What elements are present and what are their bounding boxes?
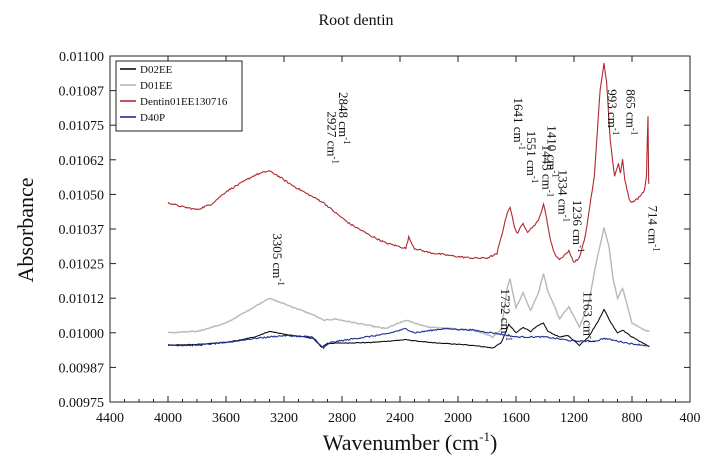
legend-label: D01EE [140, 80, 173, 92]
y-tick-label: 0.01075 [59, 119, 105, 134]
peak-label: 865 cm-1 [624, 89, 640, 135]
series-line-d02ee [167, 308, 650, 349]
x-tick-label: 400 [680, 411, 701, 426]
y-tick-label: 0.01050 [59, 188, 105, 203]
peak-label: 2927 cm-1 [325, 111, 341, 164]
x-axis-label: Wavenumber (cm-1) [323, 429, 498, 455]
y-tick-label: 0.00975 [59, 396, 105, 411]
x-tick-labels: 4400 4000 3600 3200 2800 2400 2000 1600 1200 800 4… [96, 411, 701, 426]
legend-label: D40P [140, 112, 165, 124]
y-tick-labels: 0.00975 0.00987 0.01000 0.01012 0.01025 0.010… [59, 50, 105, 411]
series-layer [167, 62, 650, 350]
y-tick-label: 0.01025 [59, 258, 105, 273]
peak-label: 1732 cm-1 [498, 289, 514, 342]
x-tick-label: 4400 [96, 411, 124, 426]
peak-label: 1410 cm-1 [545, 125, 561, 178]
y-tick-label: 0.01062 [59, 154, 105, 169]
legend-label: Dentin01EE130716 [140, 96, 228, 108]
peak-label: 2848 cm-1 [336, 92, 352, 145]
y-tick-label: 0.01037 [59, 223, 105, 238]
x-tick-label: 2000 [444, 411, 472, 426]
y-axis-label: Absorbance [13, 177, 38, 282]
x-tick-label: 4000 [154, 411, 182, 426]
x-axis-label-sup: -1 [479, 429, 490, 444]
x-tick-label: 3600 [212, 411, 240, 426]
peak-label: 1445 cm-1 [540, 145, 556, 198]
y-tick-label: 0.01000 [59, 327, 105, 342]
series-line-d01ee [167, 227, 650, 339]
peak-label: 993 cm-1 [605, 89, 621, 135]
x-tick-label: 1200 [560, 411, 588, 426]
x-axis-label-close: ) [490, 430, 497, 455]
series-line-dentin01ee130716 [167, 62, 650, 263]
y-tick-label: 0.01087 [59, 85, 105, 100]
legend-box [115, 60, 243, 132]
y-tick-label: 0.01100 [59, 50, 104, 65]
peak-label: 1551 cm-1 [524, 131, 540, 184]
y-tick-label: 0.00987 [59, 361, 105, 376]
peak-label: 1334 cm-1 [556, 170, 572, 223]
x-axis-label-text: Wavenumber (cm [323, 430, 479, 455]
x-tick-label: 2800 [328, 411, 356, 426]
chart-title: Root dentin [318, 12, 393, 29]
x-tick-label: 800 [622, 411, 643, 426]
legend: D02EE D01EE Dentin01EE130716 D40P [115, 60, 243, 132]
y-tick-label: 0.01012 [59, 292, 105, 307]
legend-label: D02EE [140, 64, 173, 76]
x-tick-label: 3200 [270, 411, 298, 426]
x-tick-label: 1600 [502, 411, 530, 426]
peak-label: 1236 cm-1 [570, 200, 586, 253]
peak-label: 1163 cm-1 [580, 291, 596, 343]
peak-label: 3305 cm-1 [270, 233, 286, 286]
peak-label: 714 cm-1 [646, 206, 662, 252]
x-tick-label: 2400 [386, 411, 414, 426]
peak-label: 1641 cm-1 [511, 98, 527, 151]
series-line-d40p [168, 327, 650, 350]
